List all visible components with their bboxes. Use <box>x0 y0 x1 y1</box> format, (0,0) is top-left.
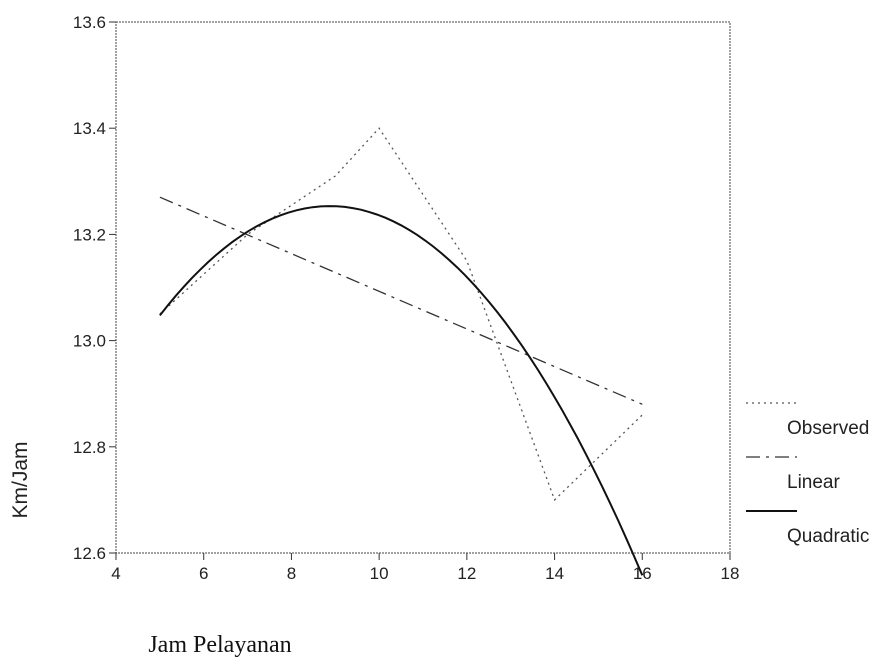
legend: Observed Linear Quadratic <box>746 402 869 547</box>
plot-border <box>115 21 731 554</box>
y-axis-label: Km/Jam <box>9 441 32 518</box>
x-tick-label: 18 <box>721 564 740 583</box>
y-tick-label: 13.4 <box>73 119 106 138</box>
y-tick-label: 12.8 <box>73 438 106 457</box>
legend-linear-label: Linear <box>787 472 840 493</box>
series-linear-line <box>159 196 643 405</box>
y-tick-label: 13.0 <box>73 332 106 351</box>
axis-layer: 4 6 8 10 12 14 16 18 12.6 12.8 13.0 13.2 13.4 13.6 <box>73 13 740 583</box>
y-tick-label: 12.6 <box>73 544 106 563</box>
x-tick-label: 16 <box>633 564 652 583</box>
x-tick-label: 10 <box>370 564 389 583</box>
y-tick-label: 13.2 <box>73 225 106 244</box>
series-observed-line <box>159 127 643 502</box>
series-quadratic-line <box>159 205 644 576</box>
x-tick-label: 12 <box>457 564 476 583</box>
plot-frame <box>115 21 731 554</box>
x-axis-label: Jam Pelayanan <box>148 632 291 658</box>
x-tick-label: 14 <box>545 564 564 583</box>
x-tick-label: 6 <box>199 564 208 583</box>
legend-quadratic-label: Quadratic <box>787 526 869 547</box>
y-tick-label: 13.6 <box>73 13 106 32</box>
legend-observed-label: Observed <box>787 418 869 439</box>
x-tick-label: 4 <box>111 564 120 583</box>
series-layer <box>159 127 644 576</box>
x-tick-label: 8 <box>287 564 296 583</box>
